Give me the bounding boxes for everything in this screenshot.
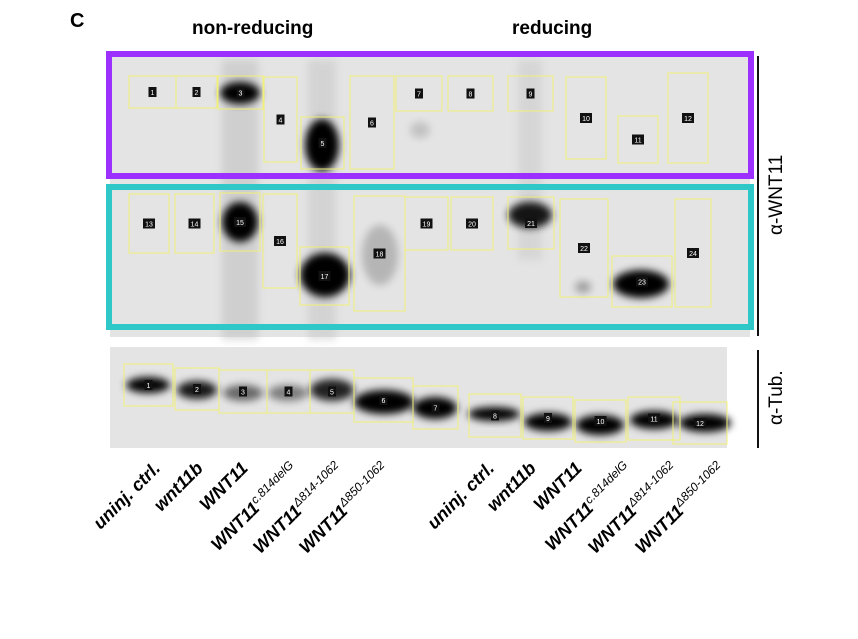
tubulin-roi-box[interactable]: 9 [522, 396, 574, 440]
roi-box-number: 18 [376, 252, 384, 259]
tubulin-bracket-line [757, 350, 759, 448]
wnt11-upper-roi-box[interactable]: 4 [263, 76, 298, 163]
lane-smear [222, 60, 258, 340]
wnt11-upper-roi-box[interactable]: 8 [447, 75, 494, 112]
wnt11-lower-roi-box[interactable]: 23 [611, 255, 673, 308]
wnt11-upper-roi-box[interactable]: 11 [617, 115, 659, 164]
roi-box-number: 5 [321, 141, 325, 148]
roi-box-number: 3 [241, 390, 245, 397]
antibody-label-wnt11: α-WNT11 [766, 154, 787, 235]
wnt11-upper-roi-box[interactable]: 10 [565, 76, 607, 160]
roi-box-number: 14 [191, 222, 199, 229]
wnt11-upper-roi-box[interactable]: 6 [349, 75, 395, 170]
roi-box-number: 6 [370, 121, 374, 128]
condition-reducing: reducing [512, 18, 593, 39]
tubulin-roi-box[interactable]: 7 [412, 385, 459, 430]
protein-band [508, 202, 552, 228]
roi-box-number: 1 [147, 383, 151, 390]
wnt11-lower-roi-box[interactable]: 16 [262, 193, 298, 289]
wnt11-lower-roi-box[interactable]: 18 [353, 195, 406, 312]
tubulin-membrane [110, 347, 727, 448]
roi-box-number: 20 [468, 222, 476, 229]
tubulin-roi-box[interactable]: 10 [574, 399, 627, 443]
wnt11-lower-roi-box[interactable]: 15 [219, 192, 261, 252]
tubulin-roi-box[interactable]: 11 [627, 396, 681, 441]
condition-non-reducing: non-reducing [192, 18, 314, 39]
tubulin-roi-box[interactable]: 8 [468, 393, 522, 438]
wnt11-lower-frame [106, 184, 754, 330]
roi-box-number: 24 [689, 251, 697, 258]
roi-box-number: 12 [684, 116, 692, 123]
roi-box-number: 12 [696, 421, 704, 428]
roi-box-number: 10 [582, 116, 590, 123]
roi-box-number: 23 [638, 280, 646, 287]
protein-band [575, 281, 591, 293]
roi-box-number: 4 [279, 118, 283, 125]
wnt11-upper-roi-box[interactable]: 5 [300, 116, 345, 170]
roi-box-number: 5 [330, 390, 334, 397]
wnt11-lower-roi-box[interactable]: 13 [128, 193, 170, 254]
wnt11-lower-roi-box[interactable]: 14 [174, 193, 215, 254]
roi-box-number: 17 [321, 274, 329, 281]
protein-band [410, 122, 430, 138]
roi-box-number: 7 [434, 406, 438, 413]
roi-box-number: 15 [236, 220, 244, 227]
wnt11-upper-roi-box[interactable]: 7 [395, 75, 443, 112]
roi-box-number: 9 [546, 416, 550, 423]
wnt11-bracket-line [757, 56, 759, 336]
wnt11-upper-roi-box[interactable]: 2 [175, 75, 218, 109]
roi-box-number: 1 [151, 90, 155, 97]
wnt11-upper-frame [106, 51, 754, 179]
roi-box-number: 22 [580, 246, 588, 253]
antibody-label-tubulin: α-Tub. [766, 370, 787, 425]
roi-box-number: 9 [529, 92, 533, 99]
roi-box-number: 7 [417, 92, 421, 99]
wnt11-lower-roi-box[interactable]: 19 [404, 196, 449, 251]
roi-box-number: 19 [423, 222, 431, 229]
panel-letter: C [70, 10, 85, 32]
roi-box-number: 21 [527, 221, 535, 228]
wnt11-lower-roi-box[interactable]: 20 [450, 196, 494, 251]
tubulin-roi-box[interactable]: 1 [123, 363, 174, 407]
tubulin-roi-box[interactable]: 12 [672, 401, 728, 445]
roi-box-number: 2 [195, 90, 199, 97]
roi-box-number: 8 [493, 414, 497, 421]
roi-box-number: 8 [469, 92, 473, 99]
roi-box-number: 6 [382, 398, 386, 405]
roi-box-number: 3 [239, 91, 243, 98]
roi-box-number: 4 [287, 390, 291, 397]
roi-box-number: 16 [276, 239, 284, 246]
roi-box-number: 11 [634, 138, 641, 145]
wnt11-lower-roi-box[interactable]: 21 [507, 196, 555, 250]
wnt11-upper-roi-box[interactable]: 12 [667, 72, 709, 164]
wnt11-upper-roi-box[interactable]: 9 [507, 75, 554, 112]
roi-box-number: 10 [597, 419, 605, 426]
wnt11-lower-roi-box[interactable]: 17 [299, 246, 350, 306]
wnt11-lower-roi-box[interactable]: 22 [559, 198, 609, 298]
lane-smear [308, 60, 336, 340]
wnt11-lower-roi-box[interactable]: 24 [674, 198, 712, 308]
roi-box-number: 2 [195, 387, 199, 394]
roi-box-number: 11 [650, 417, 657, 424]
roi-box-number: 13 [145, 222, 153, 229]
wnt11-upper-roi-box[interactable]: 3 [217, 75, 264, 110]
